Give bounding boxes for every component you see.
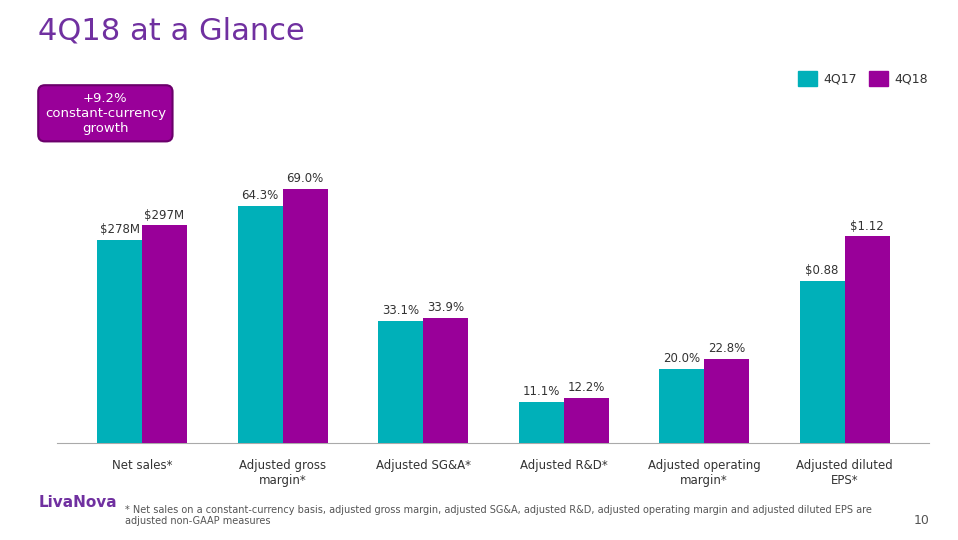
Bar bbox=[97, 240, 142, 443]
Bar bbox=[238, 206, 283, 443]
Text: $278M: $278M bbox=[100, 224, 140, 237]
Bar bbox=[704, 359, 749, 443]
Text: $1.12: $1.12 bbox=[851, 220, 884, 233]
Text: 10: 10 bbox=[913, 514, 929, 526]
Bar bbox=[423, 318, 468, 443]
Text: 33.1%: 33.1% bbox=[382, 304, 420, 317]
Text: 64.3%: 64.3% bbox=[241, 189, 279, 202]
Bar bbox=[845, 237, 890, 443]
Text: LivaΝova: LivaΝova bbox=[38, 495, 117, 510]
Bar bbox=[800, 281, 845, 443]
Bar bbox=[563, 398, 608, 443]
Text: +9.2%
constant-currency
growth: +9.2% constant-currency growth bbox=[45, 92, 166, 135]
Text: 69.0%: 69.0% bbox=[286, 172, 324, 185]
Bar bbox=[378, 321, 423, 443]
Text: $297M: $297M bbox=[145, 209, 185, 222]
Text: 12.2%: 12.2% bbox=[567, 381, 604, 394]
Text: 22.8%: 22.8% bbox=[708, 342, 745, 355]
Bar bbox=[518, 402, 563, 443]
Text: $0.88: $0.88 bbox=[806, 264, 839, 277]
Text: 33.9%: 33.9% bbox=[427, 301, 465, 314]
Bar bbox=[142, 225, 187, 443]
Bar bbox=[659, 369, 704, 443]
Text: 4Q18 at a Glance: 4Q18 at a Glance bbox=[38, 16, 305, 45]
Text: 20.0%: 20.0% bbox=[663, 353, 700, 366]
Legend: 4Q17, 4Q18: 4Q17, 4Q18 bbox=[798, 71, 927, 86]
Text: * Net sales on a constant-currency basis, adjusted gross margin, adjusted SG&A, : * Net sales on a constant-currency basis… bbox=[125, 505, 872, 526]
Text: 11.1%: 11.1% bbox=[522, 385, 559, 398]
Bar bbox=[283, 188, 328, 443]
